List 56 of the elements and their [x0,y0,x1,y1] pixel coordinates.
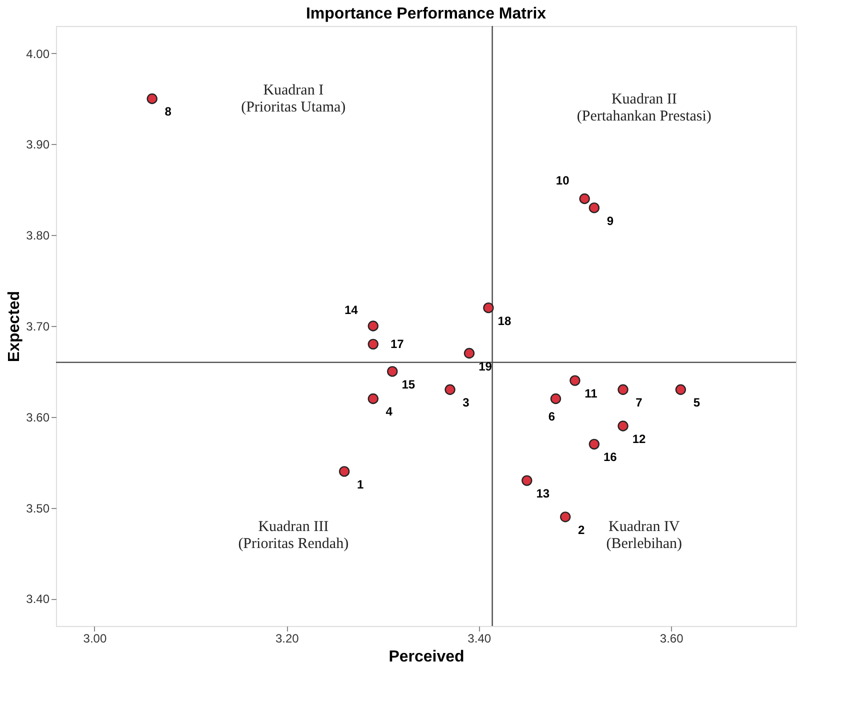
annotation: 13 [536,486,550,501]
annotation: 14 [344,303,358,317]
y-tick-label: 3.80 [26,228,50,243]
annotation: 6 [548,410,556,424]
x-axis-title: Perceived [388,648,464,666]
annotation: 3 [462,396,470,410]
y-tick-label: 3.70 [26,320,50,334]
annotation: 16 [604,450,618,464]
x-tick-label: 3.00 [83,632,107,646]
annotation: 11 [584,386,598,401]
annotation: 15 [402,377,416,392]
annotation: 18 [498,314,512,328]
point [387,366,398,377]
point [444,384,456,395]
point [338,466,350,477]
annotation: Kuadran II (Pertahankan Prestasi) [576,92,712,125]
point [483,302,494,314]
point [368,393,378,404]
x-tick-label: 3.40 [468,632,492,646]
point [560,512,571,522]
x-tick-label: 3.60 [660,632,684,646]
y-tick-label: 3.60 [26,410,50,424]
annotation: 7 [636,396,643,410]
point [570,375,580,386]
annotation: 19 [478,359,492,374]
annotation: Kuadran IV (Berlebihan) [606,519,682,552]
y-tick-label: 3.90 [26,138,50,152]
point [588,438,600,450]
x-tick-label: 3.20 [275,632,300,646]
y-axis-title: Expected [6,290,24,362]
y-tick-label: 4.00 [26,46,50,61]
point [368,338,378,350]
chart-title: Importance Performance Matrix [306,5,546,22]
point [522,475,532,486]
annotation: 2 [578,522,586,537]
point [579,193,590,204]
point [675,384,686,395]
y-tick-label: 3.50 [26,501,50,516]
annotation: Kuadran I (Prioritas Utama) [241,82,346,116]
annotation: 1 [356,477,364,492]
point [550,393,562,404]
annotation: 10 [556,174,570,188]
point [368,320,378,332]
annotation: 17 [390,337,404,352]
y-tick-label: 3.40 [26,592,50,606]
annotation: 12 [632,432,646,446]
point [618,384,628,395]
annotation: 9 [606,214,614,228]
annotation: Kuadran III (Prioritas Rendah) [238,519,349,552]
point [618,420,628,432]
annotation: 4 [386,404,393,419]
point [464,348,475,359]
annotation: 8 [164,104,172,119]
annotation: 5 [693,396,700,410]
point [146,93,158,104]
point [588,202,600,214]
